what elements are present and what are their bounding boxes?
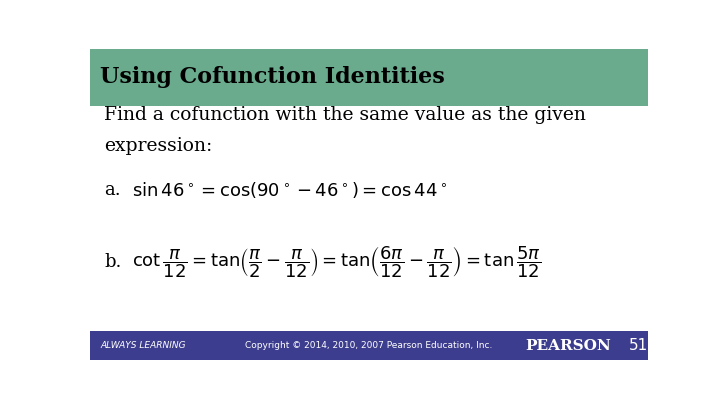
Text: b.: b.: [104, 253, 122, 271]
Text: a.: a.: [104, 181, 120, 200]
FancyBboxPatch shape: [90, 49, 648, 106]
Text: $\cot\dfrac{\pi}{12} = \tan\!\left(\dfrac{\pi}{2} - \dfrac{\pi}{12}\right) = \ta: $\cot\dfrac{\pi}{12} = \tan\!\left(\dfra…: [132, 244, 541, 280]
Text: ALWAYS LEARNING: ALWAYS LEARNING: [100, 341, 186, 350]
Text: Using Cofunction Identities: Using Cofunction Identities: [100, 66, 445, 88]
FancyBboxPatch shape: [90, 331, 648, 360]
Text: 51: 51: [629, 338, 648, 353]
Text: PEARSON: PEARSON: [526, 339, 611, 353]
Text: expression:: expression:: [104, 137, 212, 156]
Text: Find a cofunction with the same value as the given: Find a cofunction with the same value as…: [104, 106, 586, 124]
Text: Copyright © 2014, 2010, 2007 Pearson Education, Inc.: Copyright © 2014, 2010, 2007 Pearson Edu…: [246, 341, 492, 350]
Text: $\sin 46^\circ = \cos(90^\circ - 46^\circ) = \cos 44^\circ$: $\sin 46^\circ = \cos(90^\circ - 46^\cir…: [132, 181, 447, 200]
